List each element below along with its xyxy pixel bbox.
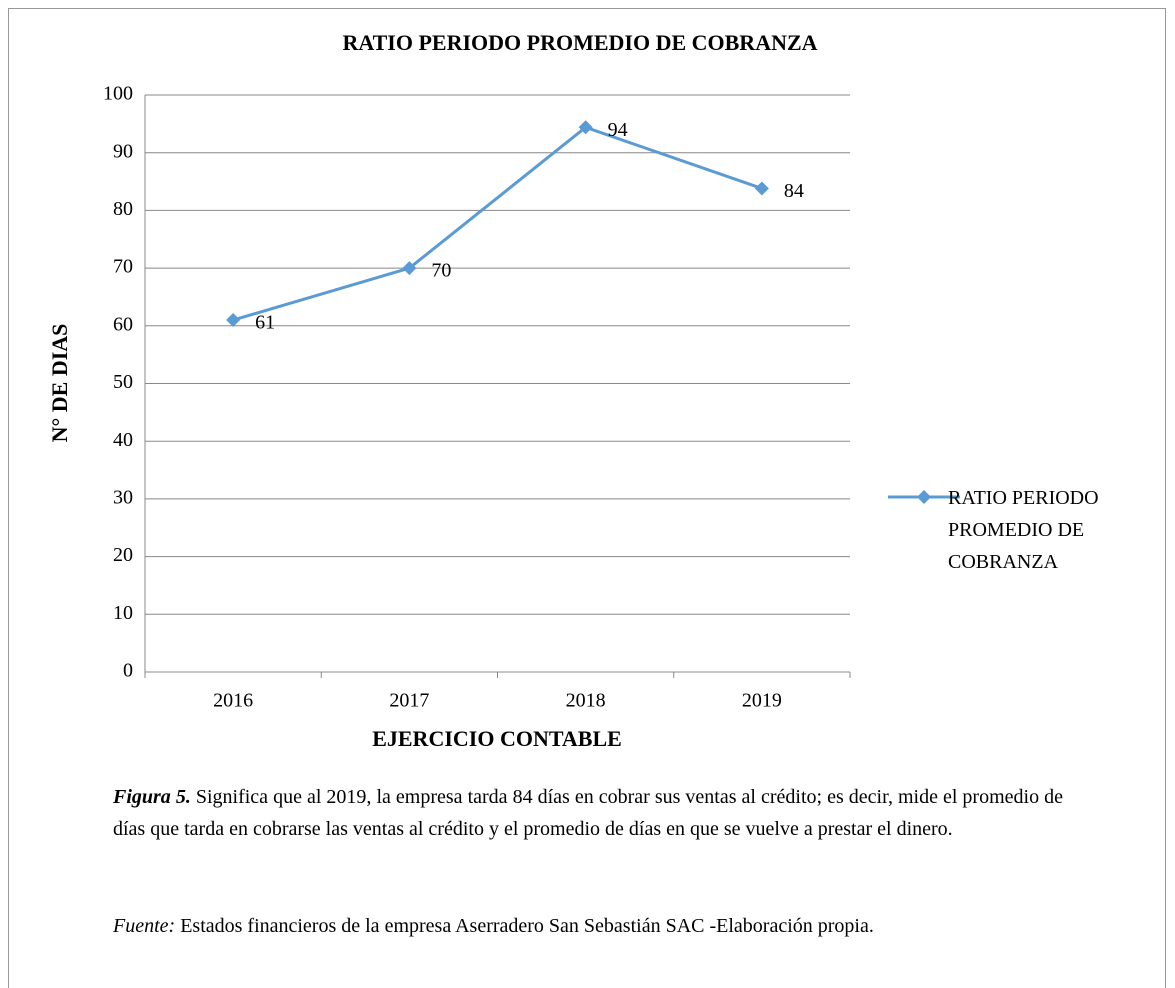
marker (402, 261, 417, 276)
data-label: 84 (784, 180, 804, 202)
y-tick-label: 10 (113, 602, 133, 624)
x-tick-label: 2017 (389, 690, 429, 712)
y-tick-label: 70 (113, 256, 133, 278)
y-tick-label: 20 (113, 544, 133, 566)
x-axis-title: EJERCICIO CONTABLE (372, 726, 622, 751)
y-tick-label: 90 (113, 140, 133, 162)
legend-label: RATIO PERIODO PROMEDIO DE COBRANZA (948, 487, 1099, 573)
y-tick-label: 50 (113, 371, 133, 393)
marker (754, 181, 769, 196)
y-tick-label: 30 (113, 486, 133, 508)
y-tick-label: 0 (123, 660, 133, 682)
caption: Figura 5. Significa que al 2019, la empr… (113, 781, 1063, 845)
series-line (232, 125, 763, 322)
chart-title: RATIO PERIODO PROMEDIO DE COBRANZA (342, 30, 817, 55)
legend-marker (917, 490, 931, 504)
marker (226, 313, 241, 328)
y-tick-label: 60 (113, 313, 133, 335)
frame (8, 8, 1166, 988)
y-tick-label: 100 (103, 83, 133, 105)
data-label: 70 (431, 260, 451, 282)
data-label: 61 (255, 312, 275, 334)
x-tick-label: 2016 (213, 690, 253, 712)
data-label: 94 (608, 119, 628, 141)
source: Fuente: Estados financieros de la empres… (113, 910, 1063, 942)
source-label: Fuente: (113, 915, 176, 937)
marker (578, 120, 593, 135)
x-tick-label: 2019 (742, 690, 782, 712)
x-tick-label: 2018 (566, 690, 606, 712)
y-axis-title: N° DE DIAS (47, 324, 72, 443)
caption-text: Significa que al 2019, la empresa tarda … (113, 786, 1063, 840)
y-tick-label: 40 (113, 429, 133, 451)
source-text: Estados financieros de la empresa Aserra… (175, 915, 874, 937)
y-tick-label: 80 (113, 198, 133, 220)
caption-label: Figura 5. (113, 786, 191, 808)
